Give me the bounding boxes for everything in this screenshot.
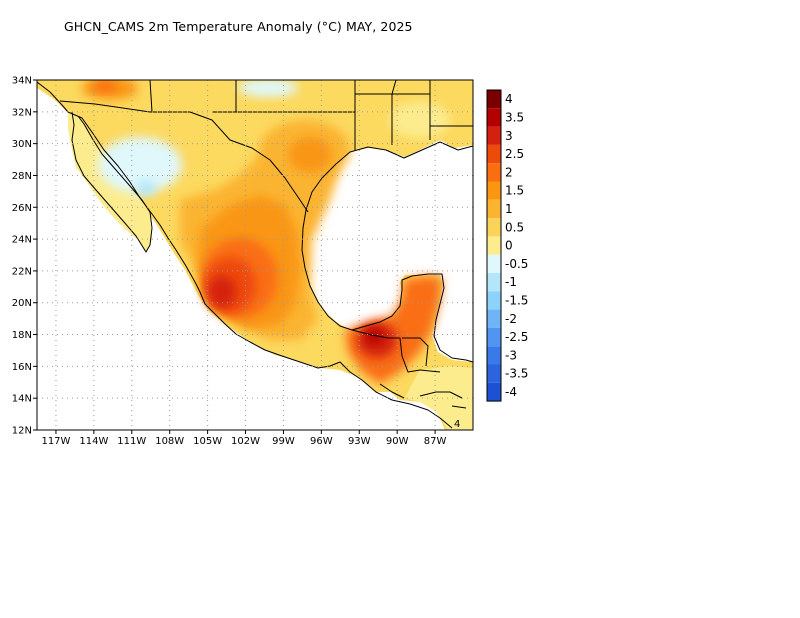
colorbar-segment xyxy=(487,163,501,182)
colorbar-label: 4 xyxy=(505,92,513,106)
corner-mark: 4 xyxy=(454,419,460,430)
colorbar-label: -0.5 xyxy=(505,257,528,271)
lon-tick-label: 96W xyxy=(310,436,333,447)
colorbar-label: -3 xyxy=(505,348,517,362)
colorbar-label: 3 xyxy=(505,129,513,143)
lon-tick-label: 108W xyxy=(155,436,184,447)
colorbar-segment xyxy=(487,199,501,219)
colorbar-segment xyxy=(487,309,501,328)
anomaly-gulf-coast xyxy=(390,102,450,138)
lat-tick-label: 12N xyxy=(12,426,32,437)
lon-tick-label: 117W xyxy=(41,436,70,447)
lat-tick-label: 14N xyxy=(12,394,32,405)
colorbar-label: -1 xyxy=(505,275,517,289)
lon-tick-label: 105W xyxy=(193,436,222,447)
colorbar-segment xyxy=(487,108,501,127)
anomaly-chiapas-max xyxy=(365,328,383,344)
colorbar-label: 2 xyxy=(505,165,513,179)
colorbar-label: -1.5 xyxy=(505,293,528,307)
border-guatemala xyxy=(351,329,441,399)
map-title: GHCN_CAMS 2m Temperature Anomaly (°C) MA… xyxy=(64,19,413,34)
colorbar-label: -2 xyxy=(505,312,517,326)
lat-tick-label: 28N xyxy=(12,171,32,182)
lon-tick-label: 102W xyxy=(231,436,260,447)
colorbar-segment xyxy=(487,126,501,145)
coastline-pacific xyxy=(36,81,453,429)
colorbar-segment xyxy=(487,364,501,383)
border-us-states xyxy=(149,79,473,150)
coastline-gulf xyxy=(301,141,474,363)
lon-tick-label: 90W xyxy=(386,436,409,447)
lon-tick-label: 111W xyxy=(117,436,146,447)
land-central-america xyxy=(405,366,473,430)
colorbar-frame xyxy=(486,89,502,402)
anomaly-3-5-jalisco xyxy=(208,276,236,308)
colorbar-segment xyxy=(487,90,501,109)
negative-anomaly-sonora xyxy=(98,137,182,193)
lat-tick-label: 20N xyxy=(12,298,32,309)
lon-tick-label: 93W xyxy=(348,436,371,447)
colorbar: 4 3.5 3 2.5 2 1.5 1 0.5 0 -0.5 -1 -1.5 -2 -2.5 -3 -3.5 -… xyxy=(486,89,528,402)
colorbar-label: 1 xyxy=(505,202,513,216)
coastline-baja xyxy=(71,111,153,253)
colorbar-label: -4 xyxy=(505,385,517,399)
colorbar-segment xyxy=(487,327,501,347)
colorbar-label: 1.5 xyxy=(505,184,524,198)
lon-tick-label: 87W xyxy=(424,436,447,447)
borders xyxy=(36,79,474,429)
lon-tick-label: 99W xyxy=(272,436,295,447)
lat-tick-label: 16N xyxy=(12,362,32,373)
colorbar-label: -2.5 xyxy=(505,330,528,344)
colorbar-segment xyxy=(487,382,501,402)
colorbar-label: -3.5 xyxy=(505,367,528,381)
colorbar-label: 3.5 xyxy=(505,110,524,124)
negative-anomaly-core xyxy=(136,180,156,196)
lon-tick-label: 114W xyxy=(79,436,108,447)
lat-tick-label: 32N xyxy=(12,107,32,118)
colorbar-segment xyxy=(487,273,501,292)
negative-anomaly-arizona xyxy=(238,80,298,97)
colorbar-segment xyxy=(487,236,501,255)
colorbar-segment xyxy=(487,291,501,310)
border-us-mexico xyxy=(59,100,309,213)
lat-tick-label: 26N xyxy=(12,203,32,214)
anomaly-texas-core xyxy=(288,137,332,173)
colorbar-segment xyxy=(487,144,501,164)
colorbar-segment xyxy=(487,218,501,237)
lat-tick-label: 22N xyxy=(12,266,32,277)
lat-tick-label: 24N xyxy=(12,235,32,246)
colorbar-label: 0.5 xyxy=(505,220,524,234)
border-belize xyxy=(402,337,429,367)
colorbar-segment xyxy=(487,254,501,273)
axis-ticks: 34N 32N 30N 28N 26N 24N 22N 20N 18N 16N 14N 12N 117W… xyxy=(12,76,447,448)
map-frame xyxy=(36,79,474,431)
colorbar-segment xyxy=(487,181,501,200)
lat-tick-label: 30N xyxy=(12,139,32,150)
colorbar-label: 0 xyxy=(505,239,513,253)
colorbar-label: 2.5 xyxy=(505,147,524,161)
lat-tick-label: 34N xyxy=(12,76,32,87)
border-central-america xyxy=(419,391,467,409)
colorbar-segment xyxy=(487,346,501,365)
lat-lon-grid xyxy=(37,80,473,430)
anomaly-nw-core xyxy=(93,80,117,92)
lat-tick-label: 18N xyxy=(12,330,32,341)
